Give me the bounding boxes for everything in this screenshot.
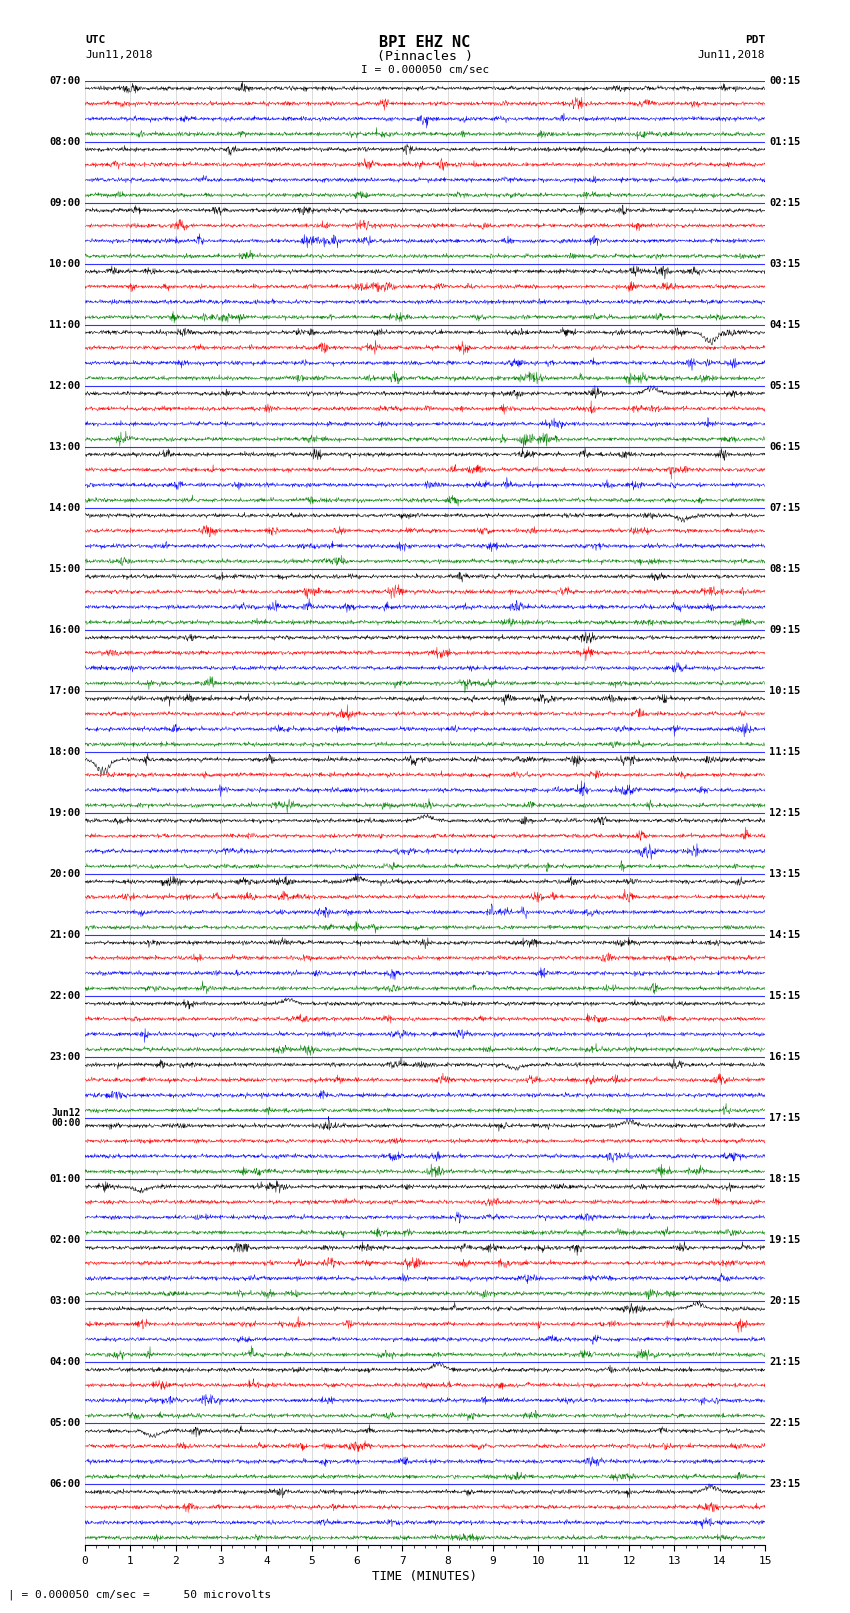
Text: 13:15: 13:15 [769, 869, 801, 879]
Text: 07:15: 07:15 [769, 503, 801, 513]
Text: 20:00: 20:00 [49, 869, 81, 879]
Text: Jun11,2018: Jun11,2018 [85, 50, 152, 60]
Text: 23:00: 23:00 [49, 1052, 81, 1061]
Text: Jun12
00:00: Jun12 00:00 [51, 1108, 81, 1129]
Text: 18:00: 18:00 [49, 747, 81, 756]
Text: 10:15: 10:15 [769, 686, 801, 695]
Text: 11:00: 11:00 [49, 319, 81, 329]
Text: 17:15: 17:15 [769, 1113, 801, 1123]
Text: 15:15: 15:15 [769, 990, 801, 1002]
Text: 20:15: 20:15 [769, 1297, 801, 1307]
X-axis label: TIME (MINUTES): TIME (MINUTES) [372, 1569, 478, 1582]
Text: 06:15: 06:15 [769, 442, 801, 452]
Text: 03:15: 03:15 [769, 258, 801, 269]
Text: 16:15: 16:15 [769, 1052, 801, 1061]
Text: 22:15: 22:15 [769, 1418, 801, 1428]
Text: 11:15: 11:15 [769, 747, 801, 756]
Text: 08:15: 08:15 [769, 565, 801, 574]
Text: 05:00: 05:00 [49, 1418, 81, 1428]
Text: 22:00: 22:00 [49, 990, 81, 1002]
Text: 18:15: 18:15 [769, 1174, 801, 1184]
Text: UTC: UTC [85, 35, 105, 45]
Text: 09:00: 09:00 [49, 198, 81, 208]
Text: 08:00: 08:00 [49, 137, 81, 147]
Text: 03:00: 03:00 [49, 1297, 81, 1307]
Text: 21:00: 21:00 [49, 931, 81, 940]
Text: 10:00: 10:00 [49, 258, 81, 269]
Text: (Pinnacles ): (Pinnacles ) [377, 50, 473, 63]
Text: 15:00: 15:00 [49, 565, 81, 574]
Text: 14:00: 14:00 [49, 503, 81, 513]
Text: 16:00: 16:00 [49, 624, 81, 636]
Text: 07:00: 07:00 [49, 76, 81, 85]
Text: 00:15: 00:15 [769, 76, 801, 85]
Text: 06:00: 06:00 [49, 1479, 81, 1489]
Text: I = 0.000050 cm/sec: I = 0.000050 cm/sec [361, 65, 489, 74]
Text: 19:00: 19:00 [49, 808, 81, 818]
Text: 19:15: 19:15 [769, 1236, 801, 1245]
Text: 04:00: 04:00 [49, 1357, 81, 1368]
Text: BPI EHZ NC: BPI EHZ NC [379, 35, 471, 50]
Text: 02:15: 02:15 [769, 198, 801, 208]
Text: 12:15: 12:15 [769, 808, 801, 818]
Text: 21:15: 21:15 [769, 1357, 801, 1368]
Text: 01:00: 01:00 [49, 1174, 81, 1184]
Text: 23:15: 23:15 [769, 1479, 801, 1489]
Text: 14:15: 14:15 [769, 931, 801, 940]
Text: 17:00: 17:00 [49, 686, 81, 695]
Text: 12:00: 12:00 [49, 381, 81, 390]
Text: Jun11,2018: Jun11,2018 [698, 50, 765, 60]
Text: | = 0.000050 cm/sec =     50 microvolts: | = 0.000050 cm/sec = 50 microvolts [8, 1589, 272, 1600]
Text: 09:15: 09:15 [769, 624, 801, 636]
Text: PDT: PDT [745, 35, 765, 45]
Text: 05:15: 05:15 [769, 381, 801, 390]
Text: 01:15: 01:15 [769, 137, 801, 147]
Text: 04:15: 04:15 [769, 319, 801, 329]
Text: 13:00: 13:00 [49, 442, 81, 452]
Text: 02:00: 02:00 [49, 1236, 81, 1245]
